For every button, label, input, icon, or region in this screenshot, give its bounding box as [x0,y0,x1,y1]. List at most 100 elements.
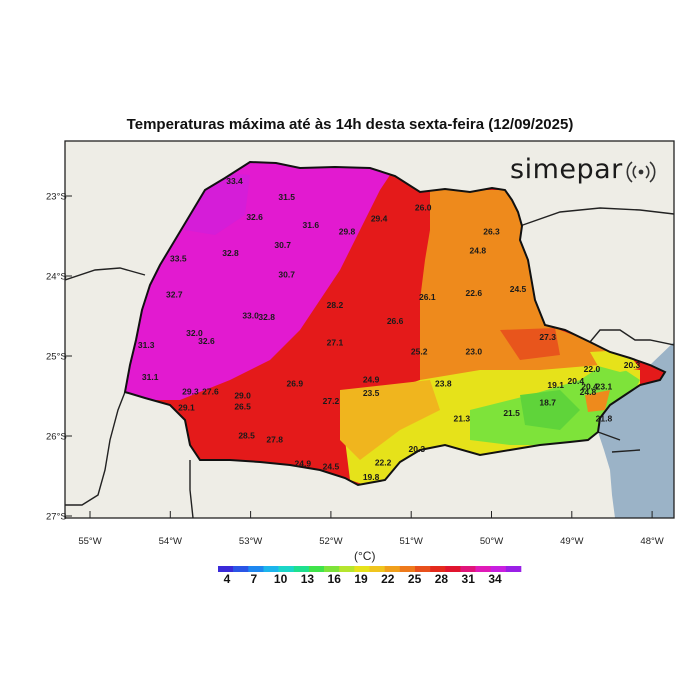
lat-tick-label: 23°S [46,192,67,203]
station-value: 28.5 [238,430,255,440]
neighbor-borders [65,207,674,518]
station-value: 27.2 [323,396,340,406]
colorbar-segment [445,566,461,572]
colorbar-segment [324,566,340,572]
map-frame [64,140,675,519]
station-value: 27.6 [202,386,219,396]
station-value: 20.3 [624,360,641,370]
station-value: 32.6 [246,212,263,222]
station-value: 27.3 [539,332,556,342]
station-value: 30.7 [274,240,291,250]
colorbar-unit: (°C) [354,549,376,563]
station-value: 21.5 [503,408,520,418]
station-value: 24.5 [323,462,340,472]
colorbar-segment [369,566,385,572]
longitude-ticks: 55°W 54°W 53°W 52°W 51°W 50°W 49°W 48°W [78,511,664,547]
station-value: 26.5 [234,402,251,412]
colorbar-segment [475,566,491,572]
latitude-ticks: 23°S 24°S 25°S 26°S 27°S [46,192,72,523]
station-value: 23.0 [466,346,483,356]
station-value: 19.8 [363,472,380,482]
station-value: 26.0 [415,202,432,212]
station-value: 32.7 [166,290,183,300]
lon-tick-label: 50°W [480,536,503,547]
station-value: 29.0 [234,390,251,400]
colorbar-label: 31 [462,572,476,586]
station-value: 24.5 [510,284,527,294]
station-value: 20.3 [409,444,426,454]
colorbar-segment [460,566,476,572]
colorbar-segment [263,566,279,572]
station-value: 23.8 [435,378,452,388]
colorbar-label: 4 [224,572,231,586]
station-value: 29.3 [182,386,199,396]
station-value: 24.8 [470,246,487,256]
station-value: 30.7 [278,270,295,280]
lon-tick-label: 48°W [640,536,663,547]
colorbar-segment [339,566,355,572]
lat-tick-label: 25°S [46,352,67,363]
lon-tick-label: 49°W [560,536,583,547]
simepar-logo-text: simepar [510,154,623,185]
station-value: 25.2 [411,346,428,356]
station-value: 24.9 [363,374,380,384]
station-value: 23.1 [596,382,613,392]
station-value: 26.1 [419,292,436,302]
station-value: 33.0 [242,310,259,320]
station-value: 21.8 [596,414,613,424]
colorbar-label: 16 [328,572,342,586]
station-value: 29.4 [371,214,388,224]
station-value: 23.5 [363,388,380,398]
station-values: 33.4 31.5 32.6 31.6 29.8 29.4 26.0 26.3 30.7 32.8… [138,176,641,482]
lon-tick-label: 54°W [159,536,182,547]
colorbar-segment [308,566,325,572]
map-title: Temperaturas máxima até às 14h desta sex… [126,116,574,133]
station-value: 19.1 [547,380,564,390]
colorbar-segment [354,566,370,572]
colorbar-label: 7 [250,572,257,586]
station-value: 28.2 [327,300,344,310]
station-value: 33.5 [170,254,187,264]
colorbar-labels: 4 7 10 13 16 19 22 25 28 31 34 [224,572,502,586]
lon-tick-label: 53°W [239,536,262,547]
station-value: 20.4 [568,376,585,386]
lon-tick-label: 52°W [319,536,342,547]
station-value: 32.8 [258,312,275,322]
colorbar-segment [233,566,249,572]
station-value: 31.5 [278,192,295,202]
lat-tick-label: 27°S [46,512,67,523]
colorbar-segment [293,566,310,572]
station-value: 29.8 [339,226,356,236]
colorbar-label: 13 [301,572,315,586]
colorbar-segment [278,566,295,572]
colorbar [218,566,522,572]
lon-tick-label: 51°W [400,536,423,547]
colorbar-label: 34 [488,572,502,586]
colorbar-segment [384,566,401,572]
colorbar-segment [248,566,264,572]
colorbar-label: 25 [408,572,422,586]
colorbar-label: 28 [435,572,449,586]
station-value: 27.1 [327,338,344,348]
colorbar-segment [414,566,431,572]
station-value: 31.1 [142,372,159,382]
station-value: 27.8 [266,434,283,444]
station-value: 18.7 [539,398,556,408]
station-value: 32.0 [186,328,203,338]
station-value: 26.9 [287,378,304,388]
station-value: 20.4 [581,382,598,392]
station-value: 22.2 [375,458,392,468]
station-value: 32.6 [198,336,215,346]
station-value: 26.6 [387,316,404,326]
colorbar-segment [399,566,416,572]
lat-tick-label: 24°S [46,272,67,283]
colorbar-segment [218,566,234,572]
station-value: 31.6 [303,220,320,230]
station-value: 22.6 [466,288,483,298]
station-value: 29.1 [178,402,195,412]
ocean [598,342,674,518]
colorbar-label: 10 [274,572,288,586]
station-value: 31.3 [138,340,155,350]
colorbar-label: 22 [381,572,395,586]
